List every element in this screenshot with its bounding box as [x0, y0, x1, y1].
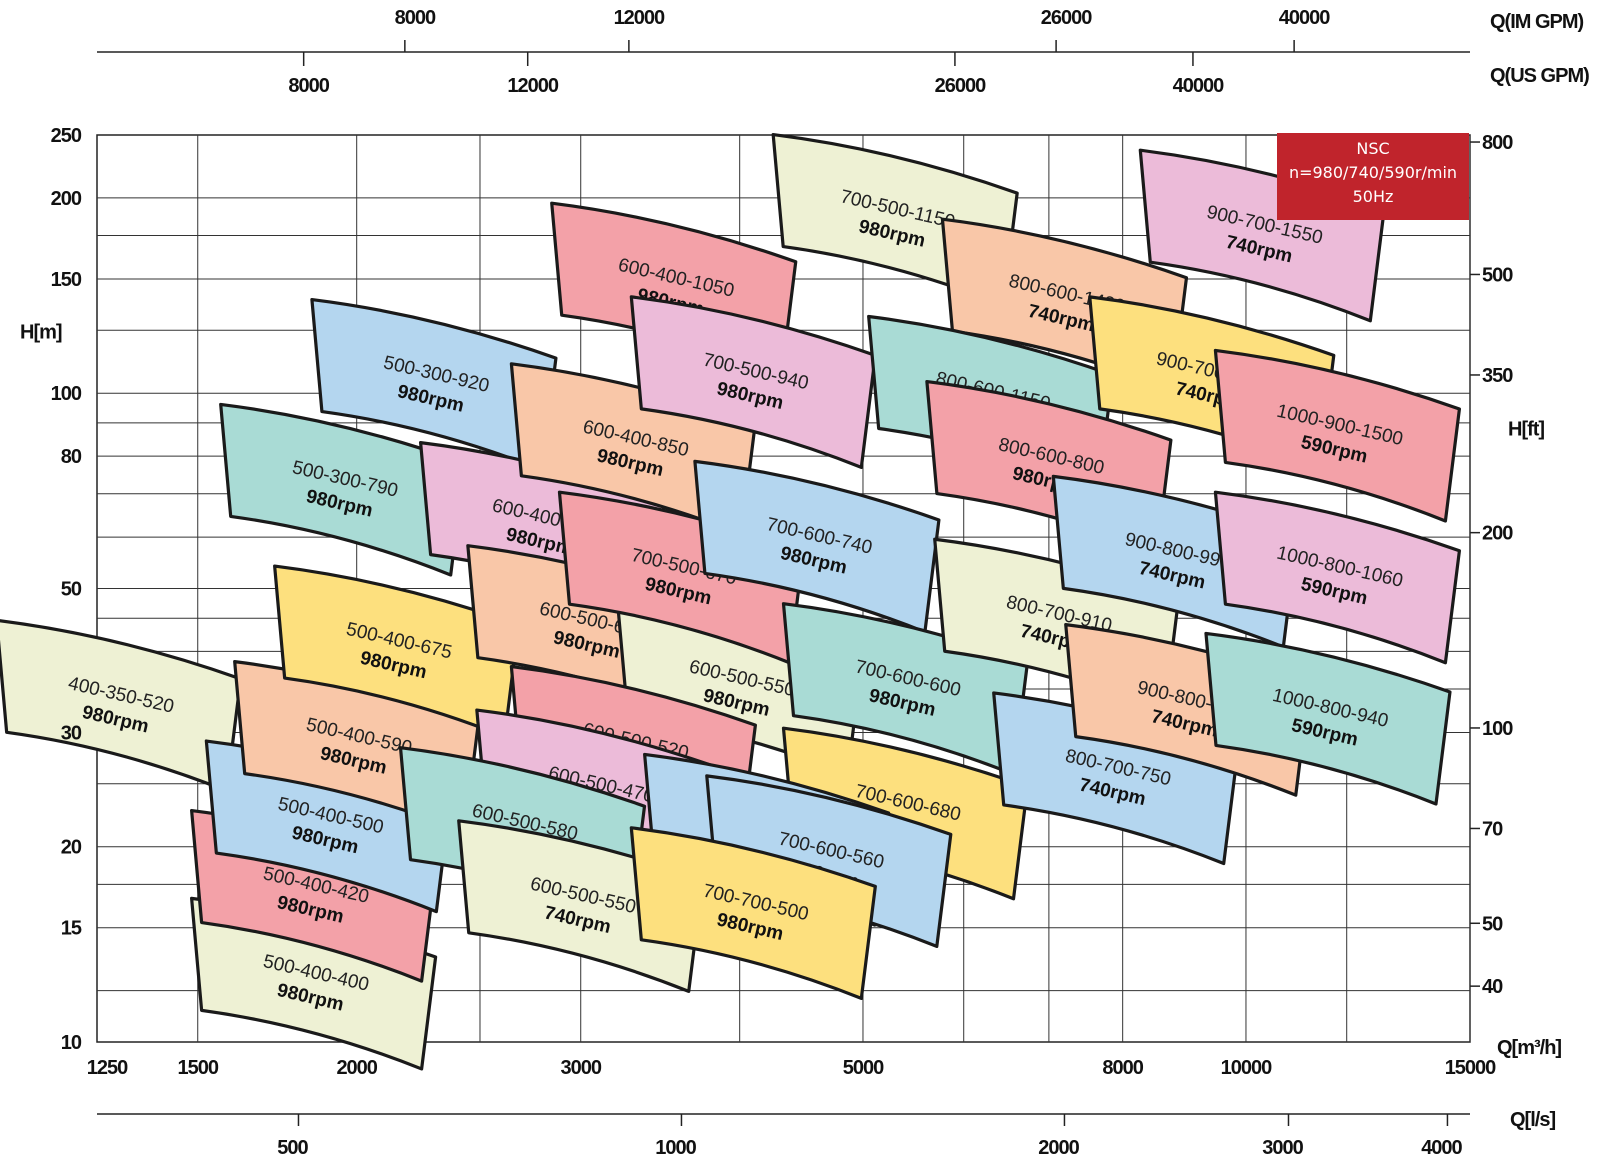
x-tick-label: 10000 — [1221, 1057, 1272, 1079]
right-axis-tick-label: 200 — [1482, 523, 1513, 545]
us-gpm-tick-label: 8000 — [288, 75, 329, 97]
y-axis-title: H[m] — [20, 321, 62, 343]
y-tick-label: 15 — [61, 918, 82, 940]
legend-title: NSC — [1356, 139, 1390, 158]
us-gpm-tick-label: 12000 — [507, 75, 558, 97]
x-tick-label: 1500 — [177, 1057, 218, 1079]
right-axis-tick-label: 50 — [1482, 913, 1503, 935]
ls-axis-tick-label: 2000 — [1038, 1137, 1079, 1158]
y-tick-label: 150 — [51, 269, 82, 291]
x-tick-label: 8000 — [1102, 1057, 1143, 1079]
us-gpm-axis-title: Q(US GPM) — [1490, 65, 1589, 87]
y-tick-label: 50 — [61, 579, 82, 601]
ls-axis-tick-label: 3000 — [1262, 1137, 1303, 1158]
pump-region-outline — [1213, 348, 1462, 523]
us-gpm-tick-label: 26000 — [935, 75, 986, 97]
im-gpm-tick-label: 12000 — [614, 7, 665, 29]
im-gpm-tick-label: 40000 — [1279, 7, 1330, 29]
ls-axis-tick-label: 500 — [277, 1137, 308, 1158]
y-tick-label: 200 — [51, 188, 82, 210]
legend-box: NSC n=980/740/590r/min 50Hz — [1277, 133, 1469, 220]
x-tick-label: 2000 — [336, 1057, 377, 1079]
pump-region-outline — [219, 402, 467, 577]
x-tick-label: 3000 — [560, 1057, 601, 1079]
y-tick-label: 30 — [61, 722, 82, 744]
ls-axis-tick-label: 4000 — [1421, 1137, 1462, 1158]
right-axis-title: H[ft] — [1508, 419, 1544, 441]
right-axis-tick-label: 70 — [1482, 818, 1503, 840]
y-tick-label: 250 — [51, 125, 82, 147]
x-tick-label: 5000 — [843, 1057, 884, 1079]
im-gpm-axis-title: Q(IM GPM) — [1490, 11, 1584, 33]
axes: 1250 1500 2000 3000 5000 8000 10000 15000Q[m³/h… — [20, 7, 1590, 1158]
y-tick-label: 80 — [61, 446, 82, 468]
x-axis-title: Q[m³/h] — [1497, 1037, 1561, 1059]
pump-region-outline — [1204, 631, 1452, 806]
x-tick-label: 15000 — [1445, 1057, 1496, 1079]
legend-speeds: n=980/740/590r/min — [1288, 163, 1458, 182]
pump-region-outline — [629, 826, 877, 1000]
right-axis-tick-label: 100 — [1482, 718, 1513, 740]
ls-axis-title: Q[l/s] — [1510, 1109, 1555, 1131]
ls-axis-tick-label: 1000 — [655, 1137, 696, 1158]
pump-regions: 400-350-520980rpm500-400-400980rpm500-40… — [0, 132, 1462, 1071]
us-gpm-tick-label: 40000 — [1173, 75, 1224, 97]
right-axis-tick-label: 500 — [1482, 264, 1513, 286]
y-tick-label: 10 — [61, 1032, 82, 1054]
right-axis-tick-label: 40 — [1482, 976, 1503, 998]
pump-region-outline — [1213, 490, 1462, 665]
right-axis-tick-label: 800 — [1482, 132, 1513, 154]
x-tick-label: 1250 — [87, 1057, 128, 1079]
right-axis-tick-label: 350 — [1482, 365, 1513, 387]
pump-region-outline — [629, 295, 877, 470]
y-tick-label: 100 — [51, 383, 82, 405]
im-gpm-tick-label: 8000 — [395, 7, 436, 29]
y-tick-label: 20 — [61, 837, 82, 859]
legend-frequency: 50Hz — [1352, 187, 1394, 206]
im-gpm-tick-label: 26000 — [1041, 7, 1092, 29]
